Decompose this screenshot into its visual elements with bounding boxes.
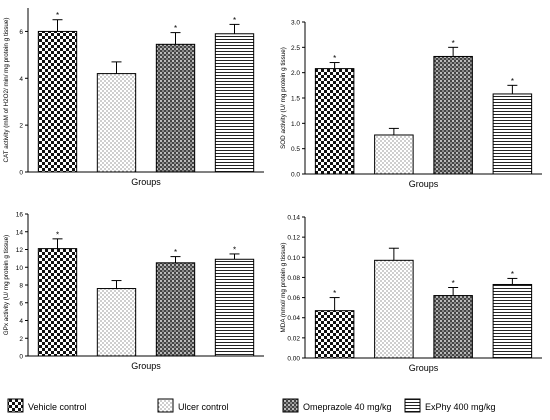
- y-tick-label: 2: [19, 123, 23, 130]
- y-tick-label: 0.10: [287, 255, 300, 262]
- legend-swatch-hlines: [404, 398, 421, 413]
- chart-panel-1: 0 2 4 6 CAT activity (mM of H2O2/ min/ mg pr…: [3, 8, 264, 187]
- y-tick-label: 8: [19, 283, 23, 290]
- significance-marker: *: [56, 230, 59, 239]
- y-tick-label: 0.12: [287, 235, 300, 242]
- significance-marker: *: [174, 24, 177, 33]
- bar-ulcer-control: [374, 259, 414, 359]
- y-tick-label: 1.0: [291, 121, 300, 128]
- bar-exphy-400-mg-kg: [214, 258, 255, 357]
- bar-omeprazole-40-mg-kg: [433, 295, 473, 359]
- bar-ulcer-control: [96, 288, 137, 357]
- y-tick-label: 0.00: [287, 356, 300, 363]
- y-tick-label: 2.0: [291, 70, 300, 77]
- y-tick-label: 10: [16, 265, 24, 272]
- y-tick-label: 14: [16, 229, 24, 236]
- bar-omeprazole-40-mg-kg: [155, 43, 196, 173]
- significance-marker: *: [333, 289, 336, 298]
- bar-exphy-400-mg-kg: [492, 93, 533, 175]
- y-tick-label: 0.14: [287, 215, 300, 222]
- y-tick-label: 0.08: [287, 275, 300, 282]
- y-tick-label: 6: [19, 29, 23, 36]
- legend-label: ExPhy 400 mg/kg: [425, 402, 496, 412]
- bar-ulcer-control: [96, 73, 137, 173]
- legend-label: Ulcer control: [178, 402, 229, 412]
- significance-marker: *: [174, 248, 177, 257]
- significance-marker: *: [233, 245, 236, 254]
- bar-exphy-400-mg-kg: [214, 33, 255, 173]
- y-tick-label: 1.5: [291, 96, 300, 103]
- chart-panel-2: 0.0 0.5 1.0 1.5 2.0 2.5 3.0 SOD activity (U/ mg…: [280, 20, 542, 189]
- legend-swatch-checker: [7, 398, 24, 413]
- bar-omeprazole-40-mg-kg: [433, 55, 473, 175]
- y-tick-label: 0.5: [291, 146, 300, 153]
- x-axis-label: Groups: [131, 361, 161, 371]
- y-tick-label: 2: [19, 336, 23, 343]
- significance-marker: *: [233, 16, 236, 25]
- bar-vehicle-control: [37, 30, 78, 173]
- y-tick-label: 0.06: [287, 295, 300, 302]
- y-axis-label: GPx activity (U/ mg protein g tissue): [3, 235, 10, 335]
- y-tick-label: 6: [19, 300, 23, 307]
- y-tick-label: 4: [19, 76, 23, 83]
- significance-marker: *: [452, 279, 455, 288]
- bar-vehicle-control: [314, 68, 355, 175]
- x-axis-label: Groups: [131, 177, 161, 187]
- significance-marker: *: [511, 270, 514, 279]
- y-axis-label: MDA (nmol/ mg protein g tissue): [280, 243, 287, 333]
- bar-exphy-400-mg-kg: [492, 283, 533, 359]
- y-axis-label: CAT activity (mM of H2O2/ min/ mg protei…: [3, 18, 10, 163]
- y-tick-label: 2.5: [291, 45, 300, 52]
- y-tick-label: 0: [19, 354, 23, 361]
- legend-swatch-dots: [157, 398, 174, 413]
- y-tick-label: 16: [16, 212, 24, 219]
- y-tick-label: 0: [19, 170, 23, 177]
- x-axis-label: Groups: [409, 179, 439, 189]
- y-tick-label: 0.04: [287, 315, 300, 322]
- significance-marker: *: [452, 39, 455, 48]
- x-axis-label: Groups: [409, 363, 439, 373]
- legend: Vehicle control Ulcer control Omeprazole 4…: [7, 398, 496, 413]
- chart-panel-4: 0.00 0.02 0.04 0.06 0.08 0.10 0.12 0.14 MDA (nmo…: [280, 215, 542, 373]
- y-tick-label: 4: [19, 318, 23, 325]
- significance-marker: *: [56, 11, 59, 20]
- y-axis-label: SOD activity (U/ mg protein g tissue): [280, 47, 287, 149]
- legend-label: Vehicle control: [28, 402, 87, 412]
- legend-label: Omeprazole 40 mg/kg: [303, 402, 392, 412]
- significance-marker: *: [333, 54, 336, 63]
- bar-vehicle-control: [37, 248, 78, 357]
- legend-swatch-grid: [282, 398, 299, 413]
- bar-ulcer-control: [374, 134, 414, 175]
- chart-panel-3: 0 2 4 6 8 10 12 14 16 GPx activity (U/ mg protein…: [3, 212, 264, 371]
- y-tick-label: 3.0: [291, 20, 300, 27]
- significance-marker: *: [511, 77, 514, 86]
- y-tick-label: 12: [16, 247, 24, 254]
- y-tick-label: 0.02: [287, 335, 300, 342]
- bar-omeprazole-40-mg-kg: [155, 262, 196, 357]
- bar-vehicle-control: [314, 310, 355, 359]
- charts-group: 0 2 4 6 CAT activity (mM of H2O2/ min/ mg pr…: [3, 8, 542, 373]
- y-tick-label: 0.0: [291, 172, 300, 179]
